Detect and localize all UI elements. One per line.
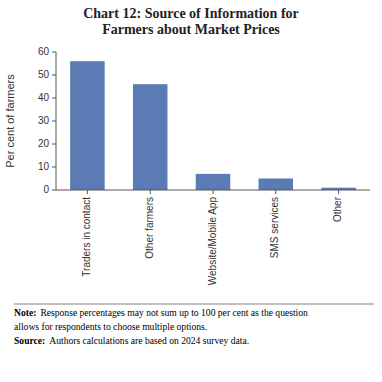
x-tick-label: Other — [332, 196, 343, 222]
y-tick — [52, 190, 56, 191]
y-tick — [52, 167, 56, 168]
y-tick-label: 10 — [38, 161, 50, 172]
x-tick-label: Traders in contact — [81, 197, 92, 277]
title: Chart 12: Source of Information forFarme… — [83, 6, 299, 37]
bar — [70, 61, 105, 190]
y-tick-label: 50 — [38, 69, 50, 80]
note-separator — [14, 304, 374, 305]
y-tick — [52, 98, 56, 99]
y-tick-label: 20 — [38, 138, 50, 149]
y-tick — [52, 144, 56, 145]
x-axis-line — [56, 190, 370, 191]
chart-container: Chart 12: Source of Information forFarme… — [0, 0, 382, 382]
note-text: allows for respondents to choose multipl… — [14, 321, 207, 332]
y-tick — [52, 52, 56, 53]
title-line: Chart 12: Source of Information for — [83, 6, 299, 21]
y-axis-label: Per cent of farmers — [4, 74, 16, 168]
y-tick-label: 30 — [38, 115, 50, 126]
note-text: Authors calculations are based on 2024 s… — [49, 335, 249, 346]
bar — [196, 174, 231, 190]
y-tick-label: 0 — [43, 184, 49, 195]
x-tick — [150, 190, 151, 194]
x-tick — [213, 190, 214, 194]
x-tick — [87, 190, 88, 194]
note-text: Response percentages may not sum up to 1… — [40, 307, 308, 318]
y-tick — [52, 121, 56, 122]
y-tick — [52, 75, 56, 76]
x-tick-label: SMS services — [269, 197, 280, 258]
y-tick-label: 60 — [38, 46, 50, 57]
note-label: Source: — [14, 335, 45, 346]
chart-svg: Chart 12: Source of Information forFarme… — [0, 0, 382, 382]
y-tick-label: 40 — [38, 92, 50, 103]
bars — [70, 61, 356, 190]
background — [0, 0, 382, 382]
x-tick-label: Other farmers — [144, 197, 155, 259]
bar — [133, 84, 168, 190]
title-line: Farmers about Market Prices — [102, 22, 280, 37]
y-axis-line — [56, 52, 57, 190]
x-tick — [338, 190, 339, 194]
note-label: Note: — [14, 307, 36, 318]
x-tick-label: Website/Mobile App — [207, 197, 218, 286]
x-tick — [275, 190, 276, 194]
bar — [259, 179, 294, 191]
